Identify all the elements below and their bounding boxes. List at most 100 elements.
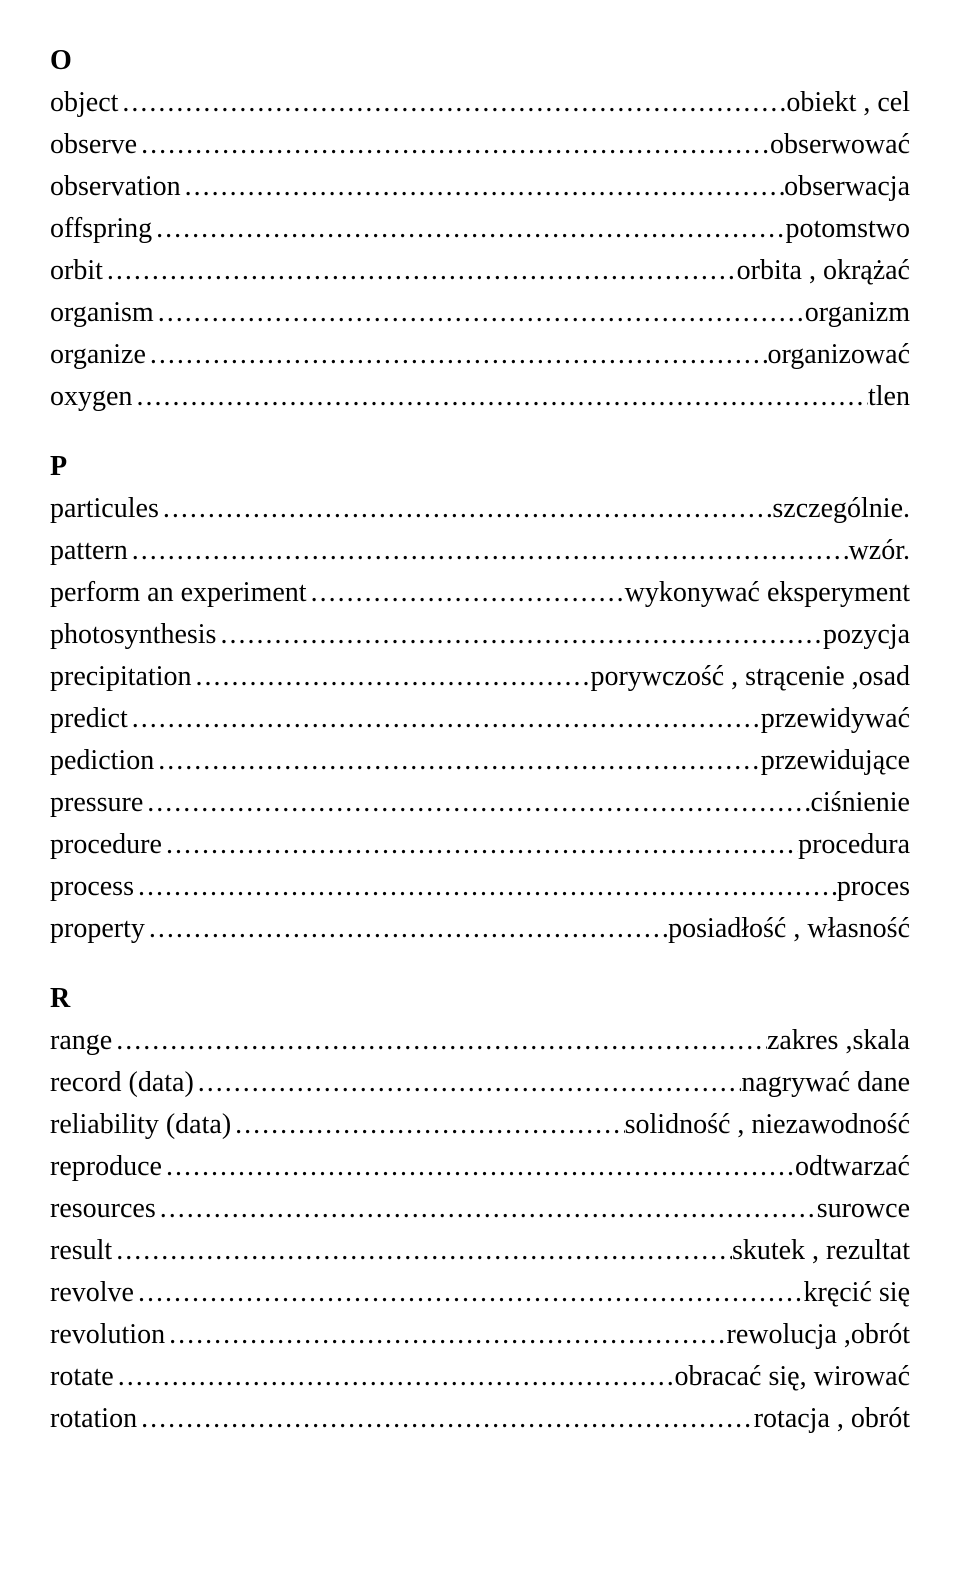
glossary-entry: revolve kręcić się: [50, 1272, 910, 1314]
entry-term: rotation: [50, 1398, 137, 1440]
entry-term: revolution: [50, 1314, 165, 1356]
glossary-entry: procedure procedura: [50, 824, 910, 866]
entry-term: precipitation: [50, 656, 192, 698]
glossary-entry: patternwzór.: [50, 530, 910, 572]
entry-term: revolve: [50, 1272, 134, 1314]
entry-definition: porywczość , strącenie ,osad: [590, 656, 910, 698]
glossary-entry: oxygen tlen: [50, 376, 910, 418]
dot-leader: [152, 208, 785, 250]
entry-term: organism: [50, 292, 154, 334]
glossary-entry: particules szczególnie.: [50, 488, 910, 530]
glossary-entry: revolution rewolucja ,obrót: [50, 1314, 910, 1356]
entry-term: rotate: [50, 1356, 114, 1398]
entry-definition: odtwarzać: [795, 1146, 910, 1188]
entry-term: record (data): [50, 1062, 194, 1104]
entry-definition: skutek , rezultat: [732, 1230, 910, 1272]
entry-definition: tlen: [868, 376, 910, 418]
entry-definition: potomstwo: [786, 208, 910, 250]
entry-definition: przewidywać: [761, 698, 910, 740]
glossary-entry: processproces: [50, 866, 910, 908]
glossary-entry: pressure ciśnienie: [50, 782, 910, 824]
dot-leader: [159, 488, 773, 530]
entry-definition: organizm: [805, 292, 910, 334]
entry-term: particules: [50, 488, 159, 530]
entry-definition: nagrywać dane: [741, 1062, 910, 1104]
entry-term: offspring: [50, 208, 152, 250]
entry-term: pediction: [50, 740, 154, 782]
entry-definition: rotacja , obrót: [754, 1398, 910, 1440]
dot-leader: [112, 1020, 767, 1062]
entry-term: reproduce: [50, 1146, 162, 1188]
dot-leader: [231, 1104, 624, 1146]
entry-definition: ciśnienie: [810, 782, 910, 824]
entry-term: predict: [50, 698, 128, 740]
dot-leader: [103, 250, 737, 292]
glossary-entry: rotation rotacja , obrót: [50, 1398, 910, 1440]
entry-definition: zakres ,skala: [767, 1020, 910, 1062]
entry-term: reliability (data): [50, 1104, 231, 1146]
entry-term: range: [50, 1020, 112, 1062]
entry-definition: procedura: [798, 824, 910, 866]
glossary-content: Oobjectobiekt , celobserveobserwowaćobse…: [50, 40, 910, 1440]
entry-definition: obserwacja: [784, 166, 910, 208]
dot-leader: [181, 166, 784, 208]
dot-leader: [146, 334, 768, 376]
entry-definition: rewolucja ,obrót: [727, 1314, 911, 1356]
glossary-entry: offspring potomstwo: [50, 208, 910, 250]
entry-term: result: [50, 1230, 112, 1272]
dot-leader: [162, 1146, 795, 1188]
entry-definition: obracać się, wirować: [674, 1356, 910, 1398]
entry-definition: surowce: [817, 1188, 910, 1230]
dot-leader: [162, 824, 798, 866]
entry-definition: orbita , okrążać: [737, 250, 910, 292]
glossary-entry: observeobserwować: [50, 124, 910, 166]
entry-definition: solidność , niezawodność: [625, 1104, 910, 1146]
entry-term: object: [50, 82, 118, 124]
dot-leader: [132, 376, 868, 418]
dot-leader: [137, 1398, 754, 1440]
section-header-P: P: [50, 446, 910, 488]
glossary-entry: orbitorbita , okrążać: [50, 250, 910, 292]
glossary-entry: photosynthesispozycja: [50, 614, 910, 656]
dot-leader: [154, 740, 761, 782]
entry-definition: szczególnie.: [772, 488, 910, 530]
glossary-entry: reliability (data) solidność , niezawodno…: [50, 1104, 910, 1146]
dot-leader: [156, 1188, 817, 1230]
dot-leader: [154, 292, 805, 334]
dot-leader: [307, 572, 625, 614]
entry-term: property: [50, 908, 145, 950]
entry-term: pressure: [50, 782, 143, 824]
entry-definition: kręcić się: [804, 1272, 911, 1314]
dot-leader: [118, 82, 786, 124]
glossary-entry: objectobiekt , cel: [50, 82, 910, 124]
dot-leader: [216, 614, 822, 656]
dot-leader: [165, 1314, 726, 1356]
dot-leader: [145, 908, 668, 950]
dot-leader: [137, 124, 770, 166]
glossary-entry: range zakres ,skala: [50, 1020, 910, 1062]
section-header-R: R: [50, 978, 910, 1020]
entry-definition: organizować: [767, 334, 910, 376]
entry-term: observe: [50, 124, 137, 166]
dot-leader: [112, 1230, 732, 1272]
entry-definition: przewidujące: [761, 740, 910, 782]
glossary-entry: result skutek , rezultat: [50, 1230, 910, 1272]
dot-leader: [114, 1356, 675, 1398]
entry-definition: posiadłość , własność: [668, 908, 910, 950]
entry-definition: wzór.: [849, 530, 910, 572]
glossary-entry: organism organizm: [50, 292, 910, 334]
entry-term: procedure: [50, 824, 162, 866]
glossary-entry: reproduce odtwarzać: [50, 1146, 910, 1188]
section-header-O: O: [50, 40, 910, 82]
entry-term: observation: [50, 166, 181, 208]
glossary-entry: resourcessurowce: [50, 1188, 910, 1230]
glossary-entry: perform an experimentwykonywać eksperyme…: [50, 572, 910, 614]
entry-term: perform an experiment: [50, 572, 307, 614]
dot-leader: [194, 1062, 742, 1104]
entry-term: photosynthesis: [50, 614, 216, 656]
glossary-entry: precipitation porywczość , strącenie ,osa…: [50, 656, 910, 698]
entry-term: organize: [50, 334, 146, 376]
dot-leader: [128, 698, 761, 740]
entry-definition: proces: [837, 866, 910, 908]
entry-term: oxygen: [50, 376, 132, 418]
